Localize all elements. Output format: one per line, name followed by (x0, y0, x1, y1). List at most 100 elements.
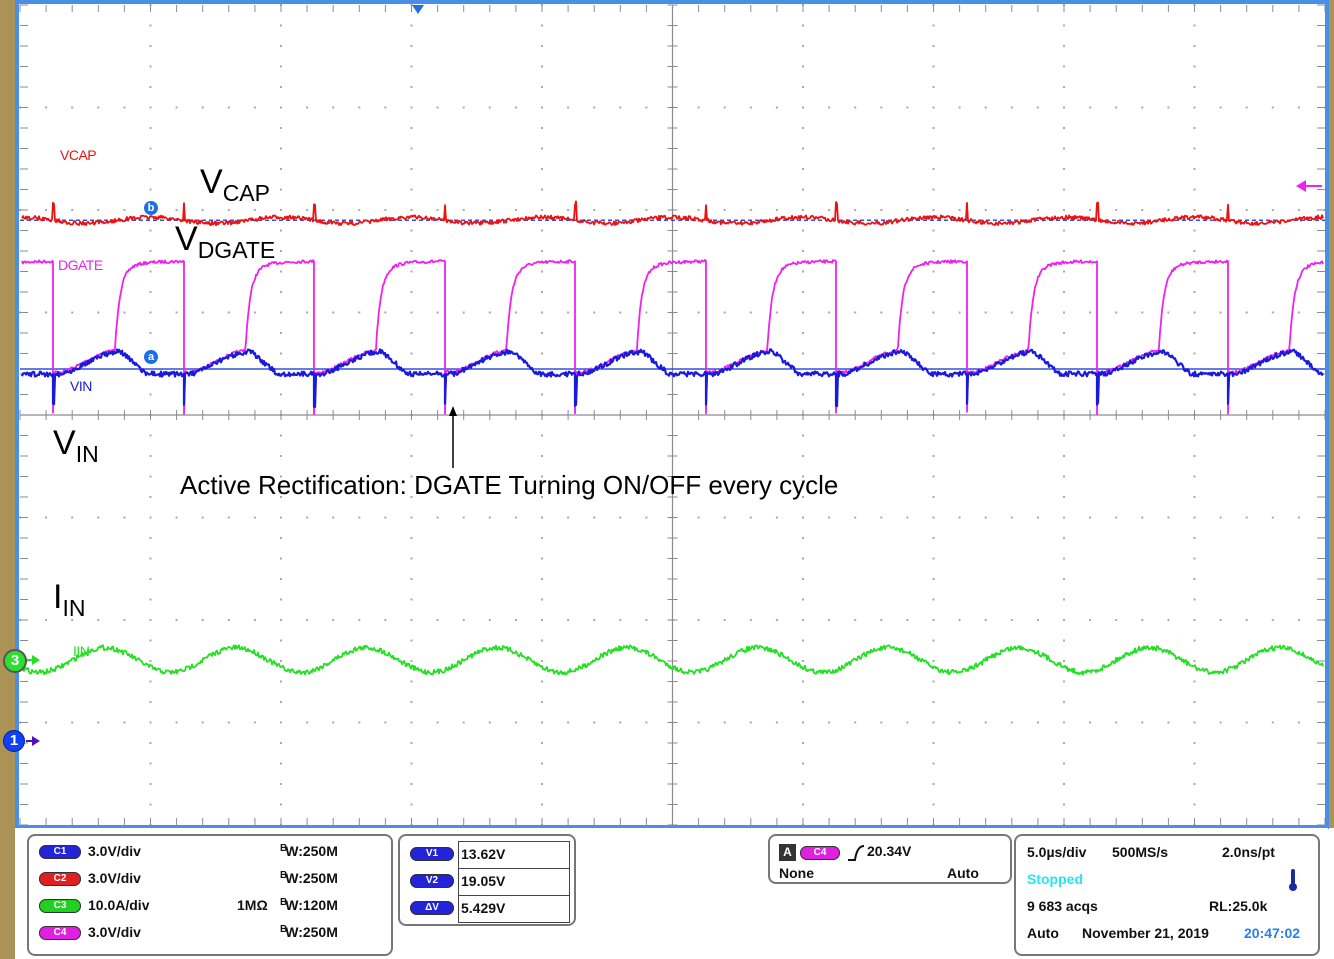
grid-dot (932, 209, 935, 211)
grid-dot (410, 537, 413, 539)
grid-dot (932, 352, 935, 355)
grid-dot (749, 106, 752, 109)
grid-dot (358, 106, 361, 109)
grid-dot (1063, 332, 1065, 334)
grid-dot (541, 250, 543, 252)
grid-dot (802, 701, 804, 703)
grid-dot (541, 147, 543, 150)
grid-dot (1193, 65, 1196, 68)
date: November 21, 2019 (1082, 925, 1209, 941)
grid-dot (253, 209, 256, 211)
grid-dot (488, 311, 491, 314)
grid-dot (71, 516, 74, 519)
grid-dot (1063, 352, 1065, 355)
grid-dot (1271, 311, 1274, 314)
cursor-pill[interactable]: V2 (410, 874, 454, 888)
grid-dot (332, 311, 335, 314)
grid-dot (1193, 168, 1196, 170)
grid-dot (1063, 516, 1065, 519)
grid-dot (984, 721, 987, 724)
grid-dot (410, 291, 413, 293)
grid-dot (880, 516, 883, 519)
grid-dot (227, 619, 230, 621)
grid-dot (201, 106, 204, 109)
grid-dot (802, 270, 804, 273)
channel-pill-c2[interactable]: C2 (39, 872, 81, 886)
grid-dot (410, 578, 413, 580)
grid-dot (280, 250, 282, 252)
grid-dot (802, 680, 804, 683)
grid-dot (410, 660, 413, 662)
grid-dot (1115, 721, 1118, 724)
grid-dot (45, 516, 48, 519)
grid-dot (567, 106, 570, 109)
grid-dot (1193, 537, 1196, 539)
right-frame-strip (1328, 0, 1334, 828)
grid-dot (149, 147, 152, 150)
channel-pill-c4[interactable]: C4 (39, 926, 81, 940)
grid-dot (1063, 537, 1065, 539)
grid-dot (541, 762, 543, 765)
grid-dot (1193, 352, 1196, 355)
grid-dot (1010, 619, 1013, 621)
grid-dot (1063, 701, 1065, 703)
trigger-a-badge: A (779, 844, 796, 861)
channel-pill-c1[interactable]: C1 (39, 845, 81, 859)
grid-dot (932, 291, 935, 293)
grid-dot (802, 434, 804, 437)
grid-dot (932, 332, 935, 334)
vin-annotation-sub: IN (75, 441, 99, 467)
trigger-position-marker[interactable] (412, 5, 424, 14)
grid-dot (541, 537, 543, 539)
grid-dot (410, 598, 413, 601)
grid-dot (1193, 209, 1196, 211)
cursor-pill[interactable]: ΔV (410, 901, 454, 915)
timebase-box[interactable]: 5.0µs/div 500MS/s 2.0ns/pt Stopped 9 683… (1014, 834, 1320, 956)
grid-dot (541, 783, 543, 785)
grid-dot (462, 721, 465, 724)
grid-dot (45, 619, 48, 621)
grid-dot (1036, 209, 1039, 211)
grid-dot (749, 209, 752, 211)
grid-dot (1167, 209, 1170, 211)
grid-dot (958, 106, 961, 109)
channel-scale: 10.0A/div (88, 897, 150, 913)
grid-dot (828, 106, 831, 109)
grid-dot (932, 516, 935, 519)
grid-dot (306, 311, 309, 314)
channel-pill-c3[interactable]: C3 (39, 899, 81, 913)
trigger-level-arrow-icon[interactable] (1296, 180, 1322, 192)
grid-dot (45, 721, 48, 724)
grid-dot (149, 270, 152, 273)
grid-dot (1193, 721, 1196, 724)
grid-dot (1245, 516, 1248, 519)
cursor-a-marker[interactable]: a (144, 350, 158, 364)
grid-dot (932, 168, 935, 170)
trigger-settings-box[interactable]: A C4 20.34V None Auto (768, 834, 1012, 884)
channel-settings-box[interactable]: C1 3.0V/div BW:250M C2 3.0V/div BW:250M C3… (27, 834, 393, 956)
cursor-readout-box[interactable]: V1 13.62V V2 19.05V ΔV 5.429V (398, 834, 576, 926)
grid-dot (802, 742, 804, 744)
grid-dot (775, 516, 778, 519)
cursor-b-marker[interactable]: b (144, 201, 158, 215)
channel-1-marker[interactable]: 1 (3, 730, 25, 752)
grid-dot (880, 209, 883, 211)
vdgate-annotation: VDGATE (175, 220, 275, 264)
grid-dot (149, 127, 152, 129)
grid-dot (45, 106, 48, 109)
grid-dot (593, 721, 596, 724)
channel-bandwidth: BW:120M (280, 897, 338, 913)
grid-dot (802, 106, 804, 109)
grid-dot (488, 106, 491, 109)
grid-dot (514, 721, 517, 724)
grid-dot (932, 147, 935, 150)
channel-3-marker[interactable]: 3 (3, 649, 27, 673)
grid-dot (280, 803, 282, 806)
time-per-div: 5.0µs/div (1027, 844, 1087, 860)
grid-dot (880, 619, 883, 621)
grid-dot (984, 106, 987, 109)
cursor-pill[interactable]: V1 (410, 847, 454, 861)
grid-dot (280, 106, 282, 109)
grid-dot (410, 270, 413, 273)
grid-dot (802, 496, 804, 498)
